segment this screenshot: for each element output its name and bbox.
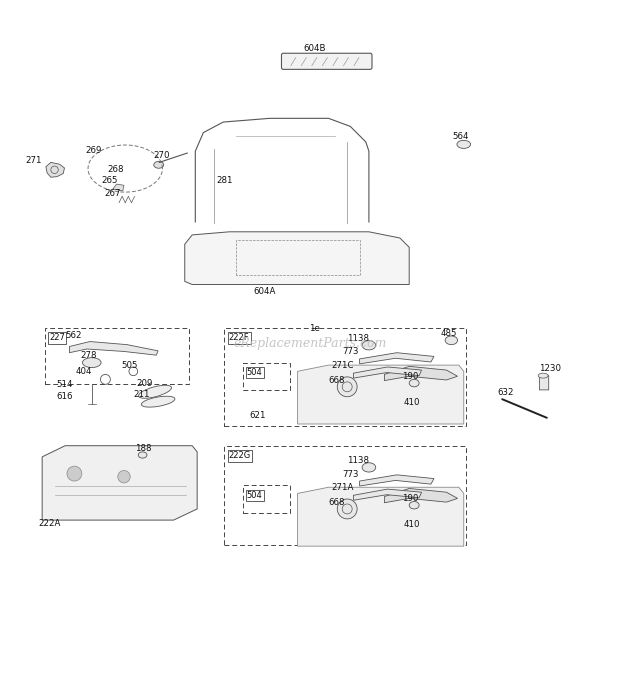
Text: 404: 404 [75, 367, 92, 376]
Text: 267: 267 [104, 188, 121, 198]
Text: 562: 562 [65, 331, 82, 340]
Polygon shape [384, 489, 458, 502]
Text: 604B: 604B [304, 44, 326, 53]
Text: 211: 211 [133, 389, 150, 398]
Text: 271A: 271A [332, 483, 354, 492]
Text: 209: 209 [136, 379, 153, 388]
Text: eReplacementParts.com: eReplacementParts.com [233, 337, 387, 350]
Polygon shape [353, 367, 422, 378]
Circle shape [337, 377, 357, 396]
Ellipse shape [362, 341, 376, 350]
Ellipse shape [538, 373, 548, 378]
Text: 278: 278 [81, 351, 97, 360]
Text: 668: 668 [329, 376, 345, 385]
Text: 410: 410 [404, 520, 420, 529]
Polygon shape [298, 365, 464, 424]
Polygon shape [353, 489, 422, 500]
Text: 270: 270 [154, 152, 170, 161]
Text: 271C: 271C [332, 361, 354, 370]
Ellipse shape [154, 161, 164, 168]
Text: 604A: 604A [253, 287, 275, 296]
Ellipse shape [138, 452, 147, 458]
Circle shape [118, 471, 130, 483]
Polygon shape [69, 342, 158, 356]
Text: 773: 773 [342, 347, 359, 356]
Text: 621: 621 [249, 411, 266, 420]
Text: 514: 514 [56, 380, 73, 389]
Ellipse shape [409, 379, 419, 387]
Text: 190: 190 [402, 372, 418, 381]
Text: 281: 281 [216, 176, 232, 185]
Text: 190: 190 [402, 494, 418, 503]
Ellipse shape [362, 463, 376, 472]
Text: 1e: 1e [309, 324, 320, 333]
Circle shape [337, 499, 357, 519]
Circle shape [67, 466, 82, 481]
Polygon shape [360, 353, 434, 364]
Polygon shape [42, 446, 197, 520]
Text: 265: 265 [101, 176, 118, 185]
Ellipse shape [82, 358, 101, 367]
Polygon shape [539, 374, 549, 390]
Text: 268: 268 [107, 164, 124, 173]
Text: 773: 773 [342, 470, 359, 479]
Text: 222G: 222G [229, 451, 251, 460]
Text: 504: 504 [247, 368, 262, 377]
Ellipse shape [409, 502, 419, 509]
Ellipse shape [141, 396, 175, 407]
Text: 227: 227 [49, 333, 65, 342]
FancyBboxPatch shape [281, 53, 372, 69]
Text: 564: 564 [453, 132, 469, 141]
Text: 222A: 222A [38, 519, 61, 528]
Text: 271: 271 [25, 156, 42, 165]
Text: 1230: 1230 [539, 364, 561, 373]
Polygon shape [298, 487, 464, 546]
Ellipse shape [138, 385, 172, 398]
Text: 1138: 1138 [347, 334, 369, 343]
Text: 616: 616 [56, 392, 73, 401]
Polygon shape [384, 367, 458, 380]
Text: 269: 269 [86, 146, 102, 155]
Text: 504: 504 [247, 491, 262, 500]
Polygon shape [360, 475, 434, 486]
Polygon shape [113, 184, 124, 191]
Text: 188: 188 [135, 444, 152, 453]
Text: 505: 505 [121, 361, 138, 370]
Polygon shape [46, 162, 64, 177]
Ellipse shape [445, 336, 458, 344]
Text: 485: 485 [440, 328, 457, 337]
Polygon shape [185, 231, 409, 285]
Text: 668: 668 [329, 498, 345, 507]
Text: 222F: 222F [229, 333, 249, 342]
Ellipse shape [457, 141, 471, 148]
Text: 632: 632 [497, 388, 514, 397]
Text: 410: 410 [404, 398, 420, 407]
Text: 1138: 1138 [347, 456, 369, 465]
